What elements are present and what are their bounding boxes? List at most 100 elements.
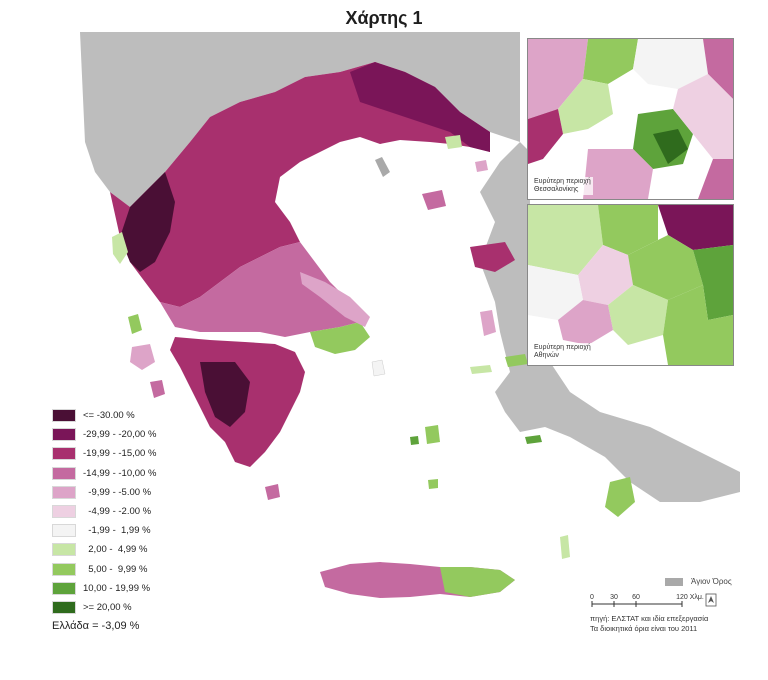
island-naxos [425,425,440,444]
legend-label: -4,99 - -2.00 % [83,506,152,518]
island-ikaria [470,365,492,374]
inset-at-area-9 [663,285,733,365]
inset-th-area-3 [558,79,613,134]
inset-at-area-6 [693,245,733,320]
mount-athos-label: Άγιον Όρος [691,577,732,586]
legend-swatch [52,485,76,499]
crete-east [440,567,515,597]
inset-at-area-10 [558,300,613,345]
region-thrace-dark [350,62,490,152]
neighbor-land-north [80,32,520,207]
legend-item: 10,00 - 19,99 % [52,579,156,598]
scale-tick-120: 120 Χλμ. [676,594,704,601]
island-chios [480,310,496,336]
legend-item: -9,99 - -5.00 % [52,483,156,502]
athens-inset-label: Ευρύτερη περιοχή Αθηνών [532,343,593,361]
inset-th-area-11 [698,159,733,199]
island-rhodes [605,477,635,517]
mount-athos-region [375,157,390,177]
legend-item: 5,00 - 9,99 % [52,560,156,579]
legend-swatch [52,524,76,538]
island-kos [525,435,542,444]
island-thasos [445,135,462,149]
legend-label: 2,00 - 4,99 % [83,544,148,556]
legend-label: -14,99 - -10,00 % [83,467,157,479]
legend-label: >= 20,00 % [83,601,132,613]
legend-swatch [52,409,76,423]
island-zakynthos [150,380,165,398]
island-samothraki [475,160,488,172]
athens-inset: Ευρύτερη περιοχή Αθηνών [527,204,734,366]
map-canvas [50,32,740,652]
legend-label: -19,99 - -15,00 % [83,448,157,460]
legend-label: -29,99 - -20,00 % [83,429,157,441]
island-karpathos [560,535,570,559]
thessaloniki-inset-label: Ευρύτερη περιοχή Θεσσαλονίκης [532,177,593,195]
inset-th-area-9 [583,149,653,199]
legend-item: -4,99 - -2.00 % [52,502,156,521]
thessaloniki-inset: Ευρύτερη περιοχή Θεσσαλονίκης [527,38,734,200]
inset-at-area-7 [528,265,583,320]
inset-at-area-8 [608,285,668,345]
inset-th-area-5 [703,39,733,99]
legend-item: <= -30.00 % [52,406,156,425]
legend-swatch [52,562,76,576]
legend-label: 10,00 - 19,99 % [83,582,151,594]
greece-total: Ελλάδα = -3,09 % [52,620,140,632]
north-arrow-icon [705,593,717,607]
inset-at-area-5 [628,235,703,300]
thessaloniki-inset-map [528,39,733,199]
source-note: πηγή: ΕΛΣΤΑΤ και ιδία επεξεργασία Τα διο… [590,614,708,634]
region-attica [310,322,370,354]
region-peloponnese-dark [200,362,250,427]
scale-tick-60: 60 [632,594,640,601]
inset-th-area-4 [633,39,708,89]
inset-at-area-4 [578,245,633,305]
legend: <= -30.00 % -29,99 - -20,00 % -19,99 - -15… [52,406,156,617]
inset-th-area-1 [528,39,588,119]
inset-at-area-1 [528,205,603,275]
island-kythira [265,484,280,500]
legend-item: -14,99 - -10,00 % [52,464,156,483]
legend-label: -9,99 - -5.00 % [83,486,152,498]
island-paros [410,436,419,445]
neighbor-land-turkey [480,142,740,502]
region-northern-greece [110,62,490,307]
island-andros [371,359,386,377]
legend-swatch [52,505,76,519]
inset-th-area-7 [653,129,688,164]
island-lemnos [422,190,446,210]
scale-tick-30: 30 [610,594,618,601]
legend-swatch [52,428,76,442]
inset-th-area-2 [583,39,638,84]
legend-item: 2,00 - 4,99 % [52,540,156,559]
mount-athos-swatch [665,577,683,586]
source-line-1: πηγή: ΕΛΣΤΑΤ και ιδία επεξεργασία [590,614,709,623]
legend-swatch [52,600,76,614]
island-santorini [428,479,438,489]
scale-tick-0: 0 [590,594,594,601]
island-kefalonia [130,344,155,370]
legend-item: -29,99 - -20,00 % [52,425,156,444]
scale-bar: 0 30 60 120 Χλμ. [590,592,720,612]
legend-swatch [52,581,76,595]
source-line-2: Τα διοικητικά όρια είναι του 2011 [590,624,698,633]
legend-label: -1,99 - 1,99 % [83,525,151,537]
athens-inset-map [528,205,733,365]
region-central-greece [160,242,360,337]
island-lefkada [128,314,142,334]
island-corfu [112,232,128,264]
island-lesvos [470,242,515,272]
legend-swatch [52,466,76,480]
inset-th-area-10 [528,109,563,164]
map-title: Χάρτης 1 [345,8,423,28]
greece-map [80,32,740,598]
region-euboea [300,272,370,327]
scale-bar-graphic: 0 30 60 120 Χλμ. [590,593,717,607]
legend-item: >= 20,00 % [52,598,156,617]
island-samos [505,354,528,367]
legend-item: -19,99 - -15,00 % [52,444,156,463]
inset-at-area-2 [598,205,658,255]
legend-label: 5,00 - 9,99 % [83,563,148,575]
region-epirus-dark [120,172,175,272]
